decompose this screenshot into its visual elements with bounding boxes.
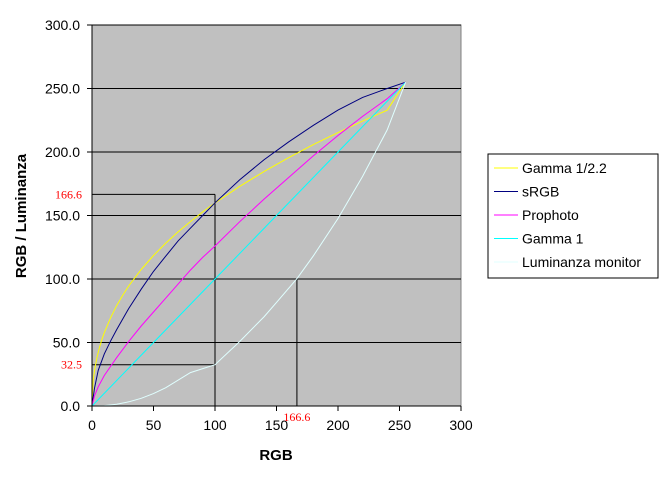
x-tick-label-6: 300 (449, 417, 473, 433)
legend-label-4: Luminanza monitor (522, 254, 641, 270)
legend-label-1: sRGB (522, 184, 559, 200)
legend-label-2: Prophoto (522, 207, 579, 223)
x-axis-title: RGB (259, 447, 293, 464)
y-tick-label-2: 100.0 (45, 271, 80, 287)
x-tick-label-2: 100 (203, 417, 227, 433)
series-line-0 (91, 81, 407, 407)
y-tick-label-3: 150.0 (45, 208, 80, 224)
series-line-4 (91, 82, 407, 407)
x-tick-label-0: 0 (88, 417, 96, 433)
y-axis-title: RGB / Luminanza (13, 153, 30, 278)
legend-box (487, 153, 659, 279)
legend-label-0: Gamma 1/2.2 (522, 160, 607, 176)
y-tick-label-1: 50.0 (53, 335, 80, 351)
series-line-3 (91, 81, 406, 407)
legend-label-3: Gamma 1 (522, 231, 584, 247)
series-line-1 (91, 81, 406, 407)
x-tick-label-4: 200 (326, 417, 350, 433)
x-tick-label-3: 150 (265, 417, 289, 433)
y-tick-label-4: 200.0 (45, 144, 80, 160)
annotation-1: 32.5 (61, 358, 82, 372)
annotation-2: 166.6 (283, 410, 310, 424)
y-tick-label-6: 300.0 (45, 17, 80, 33)
x-tick-label-1: 50 (146, 417, 162, 433)
annotation-0: 166.6 (55, 187, 82, 201)
x-tick-label-5: 250 (388, 417, 412, 433)
y-tick-label-0: 0.0 (61, 398, 81, 414)
series-line-2 (91, 81, 406, 407)
y-tick-label-5: 250.0 (45, 81, 80, 97)
legend: Gamma 1/2.2 sRGB Prophoto Gamma 1 Luminanza … (487, 153, 659, 279)
